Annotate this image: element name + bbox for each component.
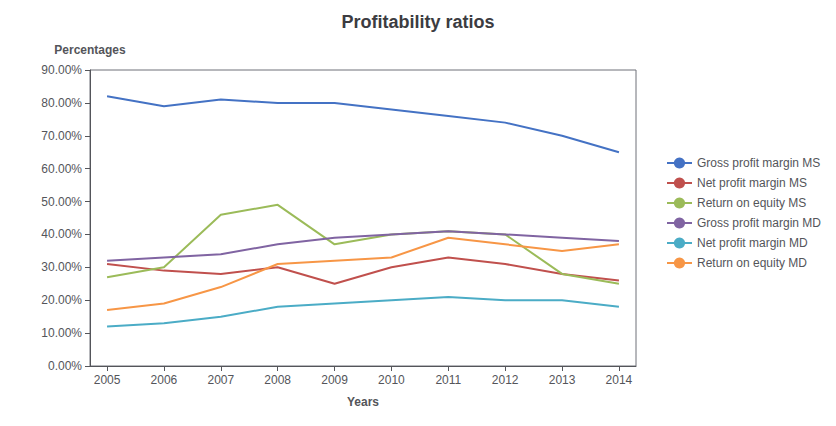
- svg-text:60.00%: 60.00%: [41, 162, 82, 176]
- svg-text:0.00%: 0.00%: [48, 359, 82, 373]
- svg-text:Net profit margin MS: Net profit margin MS: [697, 176, 807, 190]
- svg-text:10.00%: 10.00%: [41, 326, 82, 340]
- svg-text:Years: Years: [347, 395, 379, 409]
- svg-text:2005: 2005: [94, 373, 121, 387]
- svg-text:Net profit margin MD: Net profit margin MD: [697, 236, 808, 250]
- svg-text:2009: 2009: [321, 373, 348, 387]
- svg-text:2012: 2012: [492, 373, 519, 387]
- svg-text:50.00%: 50.00%: [41, 195, 82, 209]
- svg-text:2007: 2007: [207, 373, 234, 387]
- svg-text:Percentages: Percentages: [54, 43, 126, 57]
- svg-text:2006: 2006: [151, 373, 178, 387]
- svg-text:2011: 2011: [435, 373, 461, 387]
- svg-text:20.00%: 20.00%: [41, 293, 82, 307]
- svg-text:70.00%: 70.00%: [41, 129, 82, 143]
- svg-text:40.00%: 40.00%: [41, 227, 82, 241]
- svg-text:Return on equity MD: Return on equity MD: [697, 256, 807, 270]
- svg-text:Gross profit margin MS: Gross profit margin MS: [697, 156, 820, 170]
- svg-text:2014: 2014: [606, 373, 633, 387]
- svg-text:30.00%: 30.00%: [41, 260, 82, 274]
- svg-text:80.00%: 80.00%: [41, 96, 82, 110]
- svg-text:2010: 2010: [378, 373, 405, 387]
- svg-text:Gross profit margin MD: Gross profit margin MD: [697, 216, 821, 230]
- svg-text:Profitability ratios: Profitability ratios: [341, 12, 494, 32]
- svg-text:Return on equity MS: Return on equity MS: [697, 196, 806, 210]
- svg-text:2008: 2008: [264, 373, 291, 387]
- svg-text:90.00%: 90.00%: [41, 63, 82, 77]
- svg-text:2013: 2013: [549, 373, 576, 387]
